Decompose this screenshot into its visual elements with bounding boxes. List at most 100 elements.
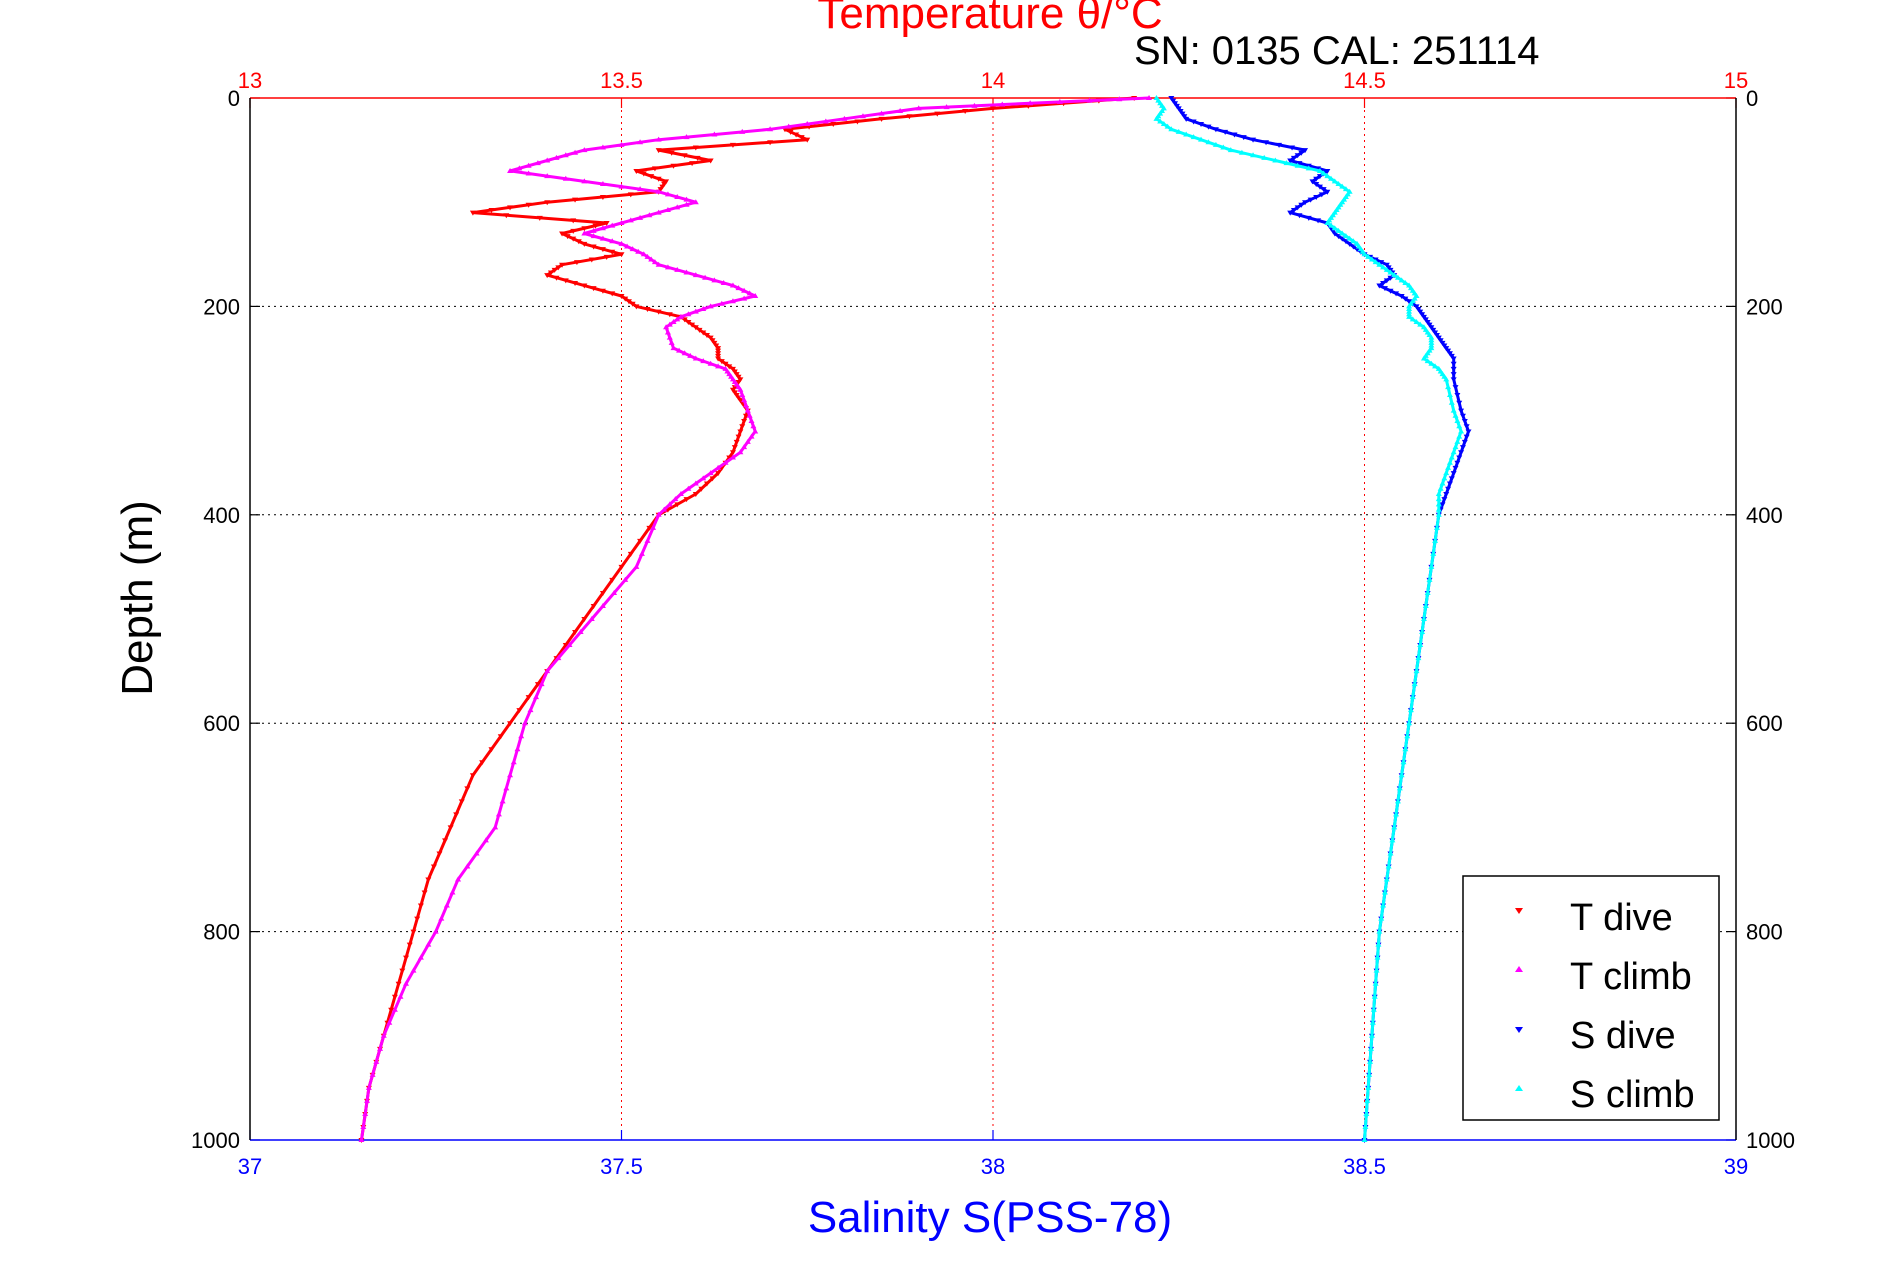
data-point <box>1400 759 1407 765</box>
data-point <box>692 308 699 314</box>
data-point <box>386 1019 393 1025</box>
top-tick-label: 15 <box>1724 68 1748 93</box>
data-point <box>1376 261 1383 267</box>
data-point <box>1402 746 1409 752</box>
data-point <box>1454 438 1461 444</box>
data-point <box>495 811 502 817</box>
data-point <box>1183 116 1190 122</box>
data-point <box>664 191 671 197</box>
data-point <box>741 295 748 301</box>
data-point <box>1324 220 1331 226</box>
data-point <box>1432 330 1439 336</box>
data-point <box>1164 123 1171 129</box>
data-point <box>1456 455 1463 461</box>
data-point <box>559 262 566 268</box>
data-point <box>469 210 476 216</box>
data-point <box>1331 225 1338 231</box>
data-point <box>618 183 625 189</box>
data-point <box>715 464 722 470</box>
data-point <box>1146 95 1153 100</box>
data-point <box>1313 176 1320 182</box>
data-point <box>1371 993 1378 999</box>
data-point <box>664 264 671 270</box>
data-point <box>1404 733 1411 739</box>
data-point <box>1342 186 1349 192</box>
data-point <box>830 122 837 128</box>
data-point <box>1448 353 1455 359</box>
instrument-caption: SN: 0135 CAL: 251114 <box>1134 29 1539 73</box>
data-point <box>729 142 736 148</box>
data-point <box>1458 428 1465 434</box>
data-point <box>1315 166 1322 172</box>
data-point <box>709 338 716 344</box>
legend: T dive T climb S dive S climb <box>1462 875 1720 1121</box>
data-point <box>572 280 579 286</box>
data-point <box>715 363 722 369</box>
data-point <box>735 374 742 380</box>
data-point <box>637 186 644 192</box>
data-point <box>562 278 569 284</box>
data-point <box>689 161 696 167</box>
data-point <box>737 386 744 392</box>
data-point <box>1220 144 1227 150</box>
data-point <box>715 348 722 354</box>
data-point <box>1153 115 1160 121</box>
data-point <box>1409 316 1416 322</box>
data-point <box>1394 798 1401 804</box>
data-point <box>627 551 634 557</box>
data-point <box>1446 481 1453 487</box>
data-point <box>700 358 707 364</box>
data-point <box>715 346 722 352</box>
data-point <box>1428 334 1435 340</box>
data-point <box>737 398 744 404</box>
data-point <box>664 329 671 335</box>
data-point <box>1027 100 1034 106</box>
data-point <box>683 201 690 207</box>
data-point <box>395 981 402 987</box>
legend-marker-t-climb <box>1515 966 1523 972</box>
data-point <box>618 141 625 147</box>
data-point <box>635 248 642 254</box>
data-point <box>804 137 811 143</box>
data-point <box>1380 280 1387 286</box>
right-tick-label: 400 <box>1746 503 1783 528</box>
bottom-tick-label: 37.5 <box>600 1154 643 1179</box>
data-point <box>722 459 729 465</box>
data-point <box>1205 139 1212 145</box>
bottom-axis-title: Salinity S(PSS-78) <box>808 1193 1172 1242</box>
data-point <box>503 213 510 219</box>
data-point <box>1320 170 1327 176</box>
data-point <box>1385 863 1392 869</box>
data-point <box>1313 181 1320 187</box>
data-point <box>651 166 658 172</box>
data-point <box>677 490 684 496</box>
data-point <box>1316 167 1323 173</box>
data-point <box>360 1123 367 1129</box>
data-point <box>399 968 406 974</box>
data-point <box>1407 707 1414 713</box>
data-point <box>581 617 588 622</box>
data-point <box>1398 277 1405 283</box>
data-point <box>1406 313 1413 319</box>
data-point <box>1463 434 1470 440</box>
data-point <box>750 423 757 429</box>
left-tick-label: 1000 <box>191 1128 240 1153</box>
data-point <box>1424 589 1431 595</box>
data-point <box>694 155 701 161</box>
data-point <box>627 192 634 198</box>
data-point <box>1374 954 1381 960</box>
data-point <box>733 372 740 378</box>
data-point <box>1430 327 1437 333</box>
data-point <box>1458 450 1465 456</box>
data-point <box>599 590 606 596</box>
data-point <box>1385 265 1392 271</box>
data-point <box>1302 148 1309 154</box>
legend-marker-s-dive <box>1515 1027 1523 1033</box>
data-point <box>1305 165 1312 171</box>
data-point <box>503 785 510 791</box>
data-point <box>1422 602 1429 608</box>
data-point <box>562 175 569 181</box>
data-point <box>733 439 740 445</box>
data-point <box>1296 161 1303 167</box>
